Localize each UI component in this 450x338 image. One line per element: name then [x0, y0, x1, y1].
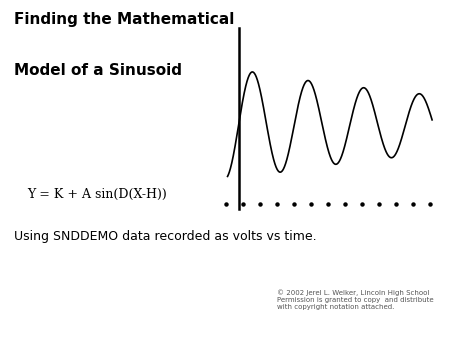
Text: Using SNDDEMO data recorded as volts vs time.: Using SNDDEMO data recorded as volts vs … — [14, 230, 316, 243]
Text: © 2002 Jerel L. Welker, Lincoln High School
Permission is granted to copy  and d: © 2002 Jerel L. Welker, Lincoln High Sch… — [277, 289, 433, 310]
Text: Y = K + A sin(D(X-H)): Y = K + A sin(D(X-H)) — [27, 188, 167, 200]
Text: Finding the Mathematical: Finding the Mathematical — [14, 12, 234, 27]
Text: Model of a Sinusoid: Model of a Sinusoid — [14, 63, 181, 77]
